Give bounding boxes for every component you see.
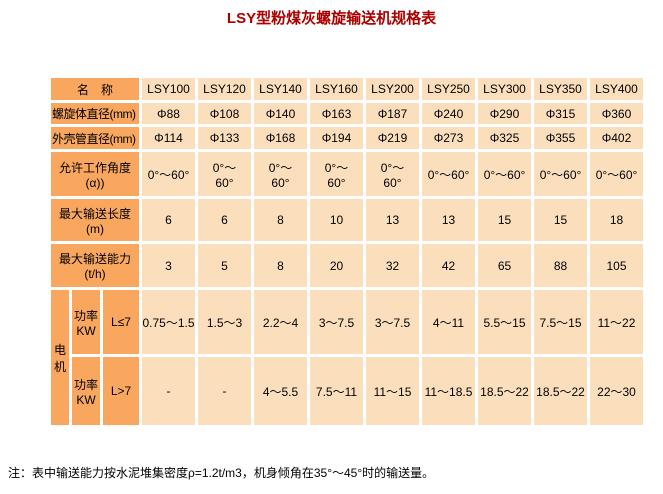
data-cell: 7.5～11 [310,357,363,425]
data-cell: 11～18.5 [422,357,475,425]
header-model-cell: LSY250 [422,78,475,100]
header-model-cell: LSY200 [366,78,419,100]
data-cell: Φ219 [366,127,419,149]
data-cell: 6 [142,199,195,241]
data-cell: Φ273 [422,127,475,149]
page-title: LSY型粉煤灰螺旋输送机规格表 [226,10,437,27]
data-cell: 6 [198,199,251,241]
row-max-length: 最大输送长度 (m) 6 6 8 10 13 13 15 15 18 [51,199,643,241]
data-cell: 0°～ 60° [198,152,251,196]
data-cell: 8 [254,199,307,241]
data-cell: Φ290 [478,103,531,124]
data-cell: 0°～60° [478,152,531,196]
data-cell: 0°～60° [534,152,587,196]
data-cell: Φ240 [422,103,475,124]
row-work-angle: 允许工作角度 (α)) 0°～60° 0°～ 60° 0°～ 60° 0°～ 6… [51,152,643,196]
data-cell: 5.5～15 [478,290,531,354]
header-model-cell: LSY350 [534,78,587,100]
data-cell: 3 [142,244,195,287]
data-cell: 11～22 [590,290,643,354]
row-screw-diameter: 螺旋体直径(mm) Φ88 Φ108 Φ140 Φ163 Φ187 Φ240 Φ… [51,103,643,124]
header-model-cell: LSY100 [142,78,195,100]
data-cell: 18.5～22 [478,357,531,425]
header-model-cell: LSY160 [310,78,363,100]
data-cell: 105 [590,244,643,287]
motor-group-cell: 电 机 [51,290,69,425]
row-motor-long: 功率 KW L>7 - - 4～5.5 7.5～11 11～15 11～18.5… [51,357,643,425]
data-cell: 2.2～4 [254,290,307,354]
data-cell: Φ114 [142,127,195,149]
data-cell: 3～7.5 [366,290,419,354]
data-cell: 18 [590,199,643,241]
data-cell: 15 [478,199,531,241]
row-label-cell: 螺旋体直径(mm) [51,103,139,124]
data-cell: Φ315 [534,103,587,124]
data-cell: 5 [198,244,251,287]
data-cell: 0°～60° [590,152,643,196]
motor-power-cell: 功率 KW [72,290,100,354]
data-cell: 88 [534,244,587,287]
data-cell: 11～15 [366,357,419,425]
motor-condition-cell: L>7 [103,357,139,425]
row-label-cell: 外壳管直径(mm) [51,127,139,149]
data-cell: - [142,357,195,425]
data-cell: 4～11 [422,290,475,354]
data-cell: 13 [366,199,419,241]
row-casing-diameter: 外壳管直径(mm) Φ114 Φ133 Φ168 Φ194 Φ219 Φ273 … [51,127,643,149]
data-cell: 15 [534,199,587,241]
row-max-capacity: 最大输送能力 (t/h) 3 5 8 20 32 42 65 88 105 [51,244,643,287]
data-cell: Φ194 [310,127,363,149]
header-model-cell: LSY120 [198,78,251,100]
data-cell: Φ402 [590,127,643,149]
header-name-cell: 名 称 [51,78,139,100]
data-cell: Φ325 [478,127,531,149]
row-label-cell: 最大输送长度 (m) [51,199,139,241]
data-cell: 0°～ 60° [366,152,419,196]
data-cell: 0°～60° [422,152,475,196]
data-cell: 0°～ 60° [254,152,307,196]
data-cell: 1.5～3 [198,290,251,354]
data-cell: 0.75～1.5 [142,290,195,354]
data-cell: 0°～60° [142,152,195,196]
data-cell: Φ168 [254,127,307,149]
header-model-cell: LSY300 [478,78,531,100]
row-label-cell: 允许工作角度 (α)) [51,152,139,196]
data-cell: 65 [478,244,531,287]
data-cell: Φ360 [590,103,643,124]
data-cell: 4～5.5 [254,357,307,425]
data-cell: Φ88 [142,103,195,124]
data-cell: Φ133 [198,127,251,149]
spec-table: 名 称 LSY100 LSY120 LSY140 LSY160 LSY200 L… [48,75,646,428]
data-cell: 32 [366,244,419,287]
data-cell: 3～7.5 [310,290,363,354]
motor-condition-cell: L≤7 [103,290,139,354]
data-cell: 8 [254,244,307,287]
data-cell: 13 [422,199,475,241]
row-label-cell: 最大输送能力 (t/h) [51,244,139,287]
data-cell: Φ163 [310,103,363,124]
header-model-cell: LSY400 [590,78,643,100]
row-motor-short: 电 机 功率 KW L≤7 0.75～1.5 1.5～3 2.2～4 3～7.5… [51,290,643,425]
data-cell: 22～30 [590,357,643,425]
data-cell: Φ355 [534,127,587,149]
header-model-cell: LSY140 [254,78,307,100]
data-cell: Φ187 [366,103,419,124]
data-cell: 20 [310,244,363,287]
data-cell: 42 [422,244,475,287]
data-cell: Φ108 [198,103,251,124]
motor-power-cell: 功率 KW [72,357,100,425]
header-row: 名 称 LSY100 LSY120 LSY140 LSY160 LSY200 L… [51,78,643,100]
note-text: 注：表中输送能力按水泥堆集密度ρ=1.2t/m3，机身倾角在35°～45°时的输… [8,466,435,480]
data-cell: 18.5～22 [534,357,587,425]
data-cell: - [198,357,251,425]
data-cell: 7.5～15 [534,290,587,354]
data-cell: 10 [310,199,363,241]
data-cell: 0°～ 60° [310,152,363,196]
data-cell: Φ140 [254,103,307,124]
